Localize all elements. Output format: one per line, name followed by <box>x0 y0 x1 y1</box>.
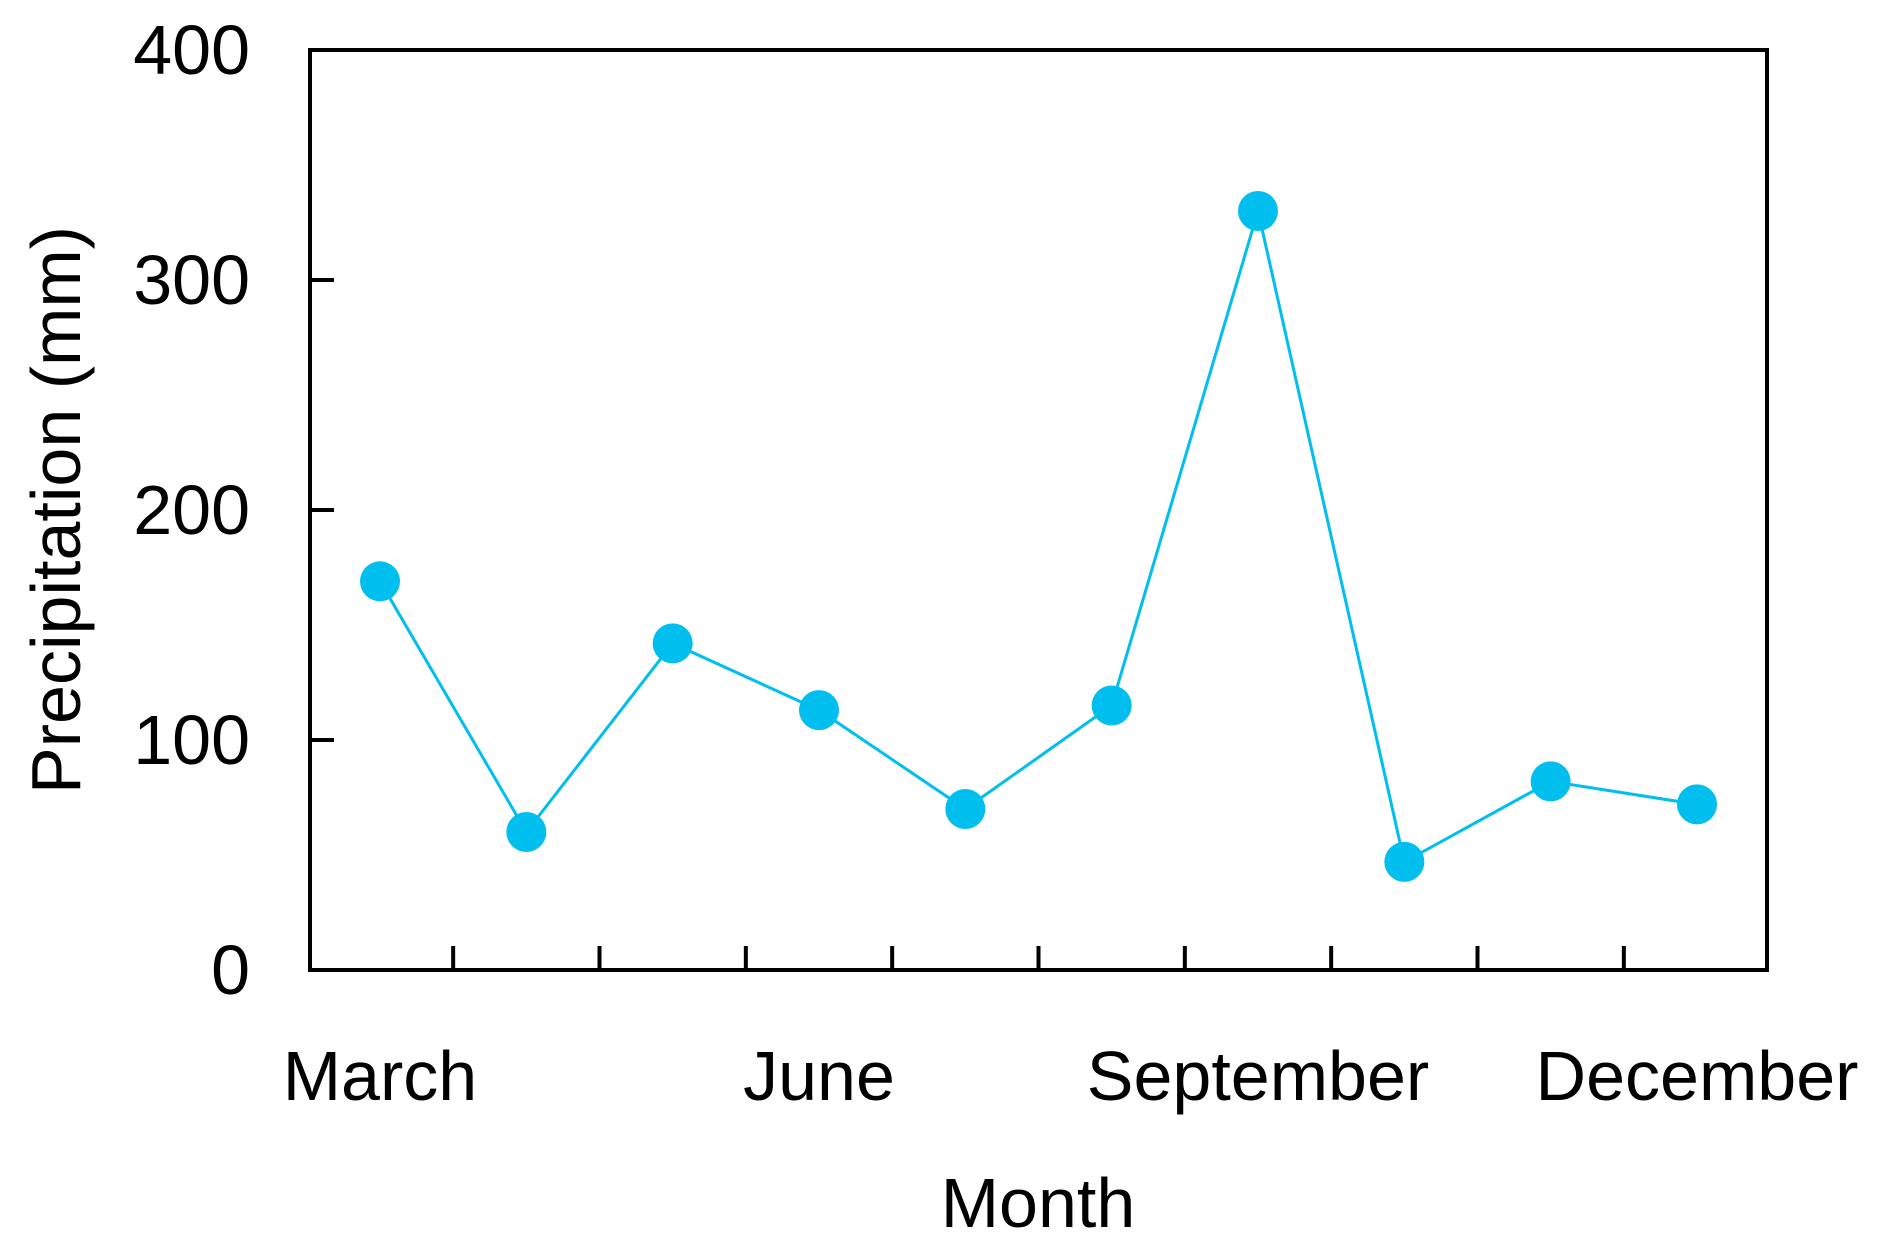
y-tick-label-200: 200 <box>133 471 250 549</box>
data-point-april <box>506 812 547 852</box>
data-point-may <box>652 623 693 664</box>
data-point-july <box>945 789 986 829</box>
x-tick-label-march: March <box>283 1037 477 1115</box>
data-point-september <box>1238 191 1278 231</box>
data-point-august <box>1091 685 1132 726</box>
y-tick-label-0: 0 <box>211 931 250 1009</box>
plot-area-border <box>308 48 1769 972</box>
y-axis-ticks <box>312 278 334 742</box>
x-tick-label-december: December <box>1536 1037 1859 1115</box>
data-point-november <box>1530 761 1571 802</box>
y-axis-tick-labels: 0 100 200 300 400 <box>133 11 250 1009</box>
x-axis-ticks <box>451 946 1626 968</box>
y-axis-title: Precipitation (mm) <box>17 226 95 794</box>
data-point-october <box>1384 841 1425 882</box>
data-point-march <box>360 561 400 602</box>
data-point-markers <box>360 191 1717 882</box>
y-tick-label-100: 100 <box>133 701 250 779</box>
x-axis-title: Month <box>941 1164 1136 1242</box>
x-axis-tick-labels: March June September December <box>283 1037 1859 1115</box>
data-point-december <box>1677 784 1717 825</box>
precipitation-series-line <box>378 205 1698 865</box>
y-tick-label-300: 300 <box>133 241 250 319</box>
x-tick-label-september: September <box>1087 1037 1429 1115</box>
data-point-june <box>799 690 839 731</box>
y-tick-label-400: 400 <box>133 11 250 89</box>
x-tick-label-june: June <box>743 1037 895 1115</box>
